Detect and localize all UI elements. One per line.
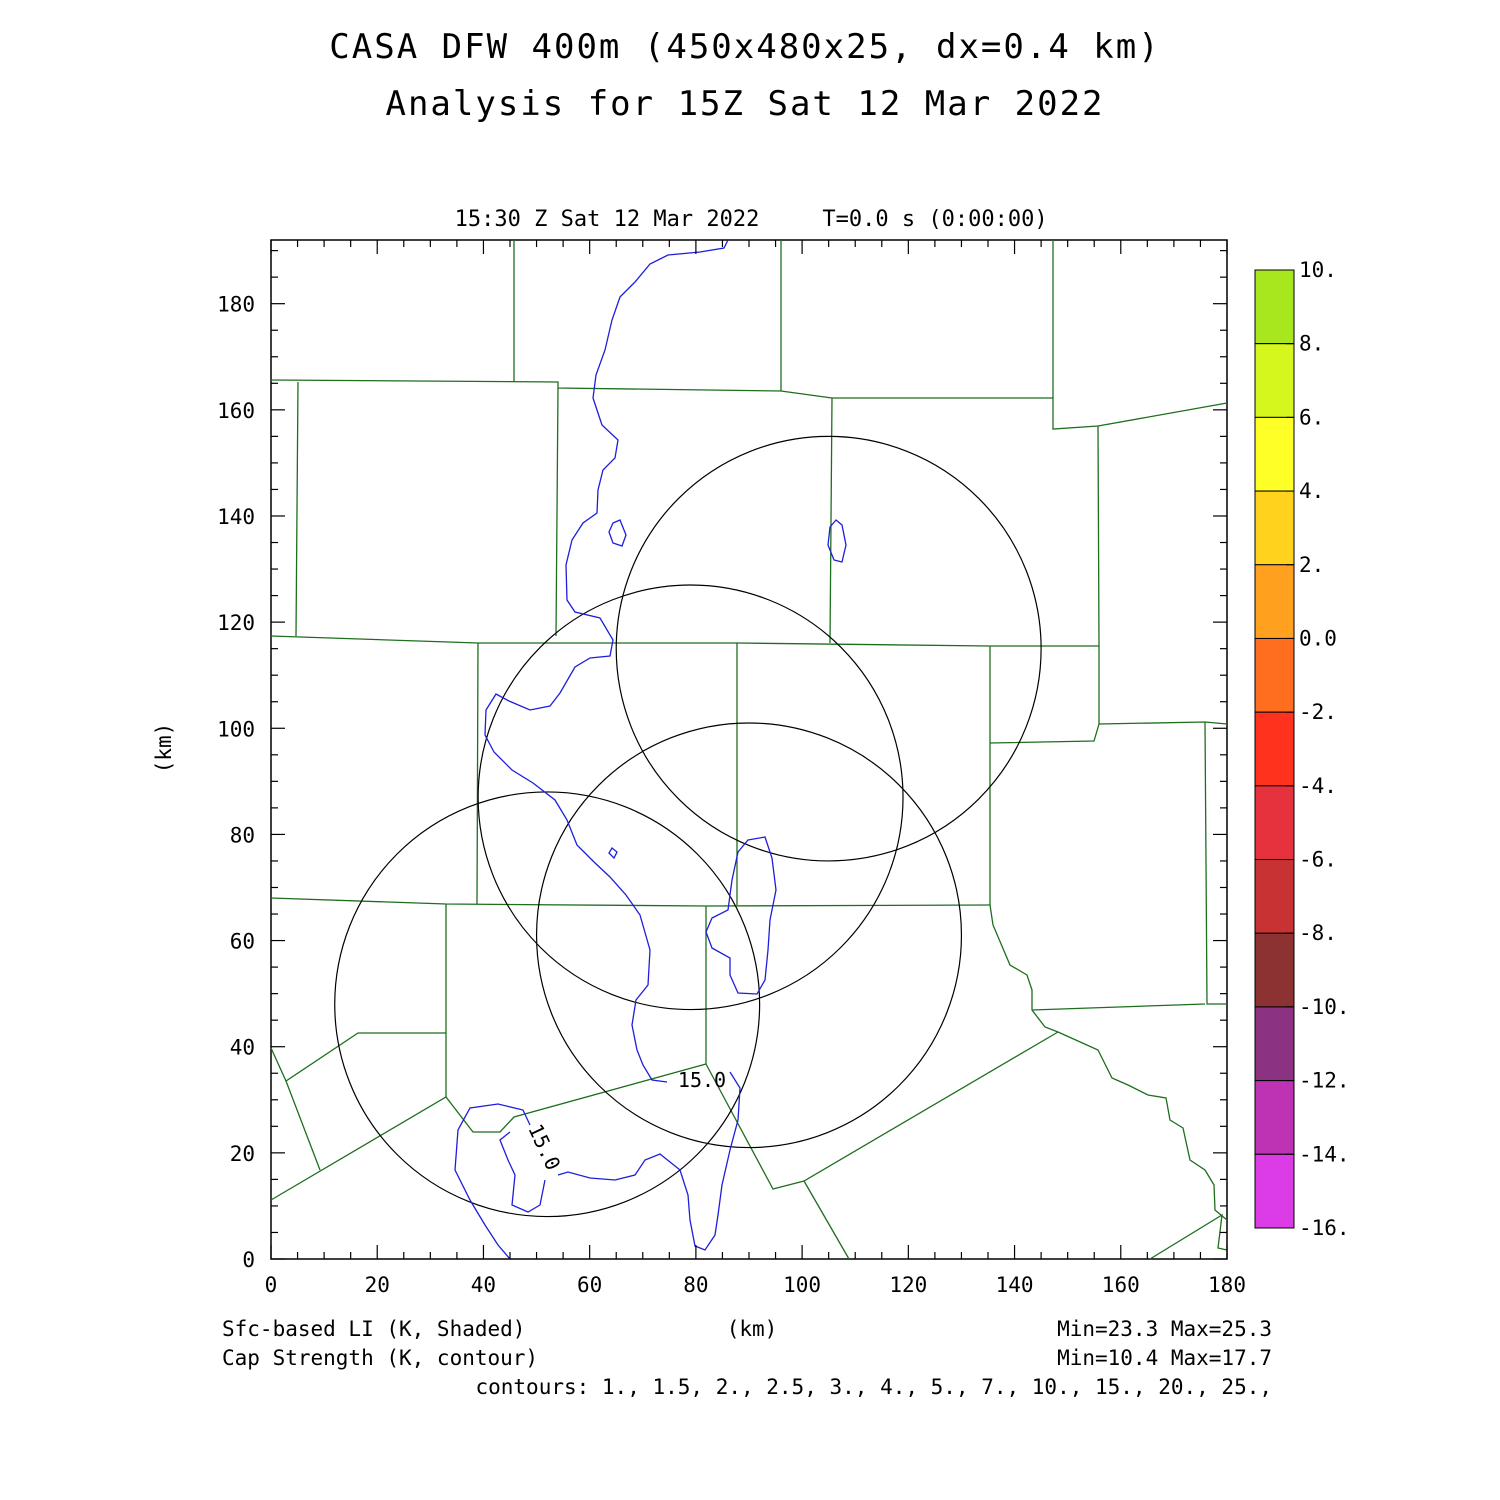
- axis-tick-labels: 0 20 40 60 80 100 120 140 160 180 0 20 40 60 80 100 120 1…: [217, 293, 1246, 1297]
- cap-strength-contours: [454, 239, 847, 1260]
- title-line-1: CASA DFW 400m (450x480x25, dx=0.4 km): [329, 27, 1160, 67]
- county-line: [270, 1032, 446, 1082]
- title-line-2: Analysis for 15Z Sat 12 Mar 2022: [385, 84, 1104, 124]
- colorbar-label: -16.: [1299, 1216, 1350, 1240]
- colorbar-swatch: [1254, 343, 1295, 418]
- y-tick-label: 0: [242, 1248, 255, 1272]
- colorbar-label: -4.: [1299, 774, 1337, 798]
- y-axis-label: (km): [152, 723, 176, 774]
- radar-ring: [477, 584, 904, 1011]
- contour-15: [499, 1131, 546, 1213]
- axis-ticks: [270, 240, 1228, 1260]
- colorbar-label: -12.: [1299, 1069, 1350, 1093]
- colorbar-swatch: [1254, 564, 1295, 639]
- y-tick-label: 40: [230, 1036, 255, 1060]
- colorbar-swatch: [1254, 490, 1295, 566]
- county-line: [1031, 1003, 1206, 1011]
- y-tick-label: 60: [230, 930, 255, 954]
- x-axis-label: (km): [727, 1317, 778, 1341]
- colorbar: 10. 8. 6. 4. 2. 0.0 -2. -4. -6. -8. -10. -12. -14. -1…: [1254, 258, 1350, 1240]
- contour-label: 15.0: [678, 1068, 726, 1092]
- x-tick-label: 180: [1208, 1273, 1246, 1297]
- contour-15-cell: [608, 847, 618, 860]
- colorbar-label: -14.: [1299, 1142, 1350, 1166]
- county-line: [270, 1063, 707, 1201]
- county-line: [1204, 721, 1227, 1005]
- y-tick-label: 140: [217, 505, 255, 529]
- plot-frame: [270, 239, 1228, 1260]
- colorbar-label: 8.: [1299, 332, 1324, 356]
- colorbar-swatch: [1254, 1080, 1295, 1155]
- contour-15-cell: [705, 836, 777, 995]
- county-line: [285, 1080, 321, 1171]
- colorbar-swatch: [1254, 1006, 1295, 1082]
- x-tick-label: 80: [683, 1273, 708, 1297]
- y-tick-label: 100: [217, 717, 255, 741]
- county-line: [829, 397, 833, 644]
- x-tick-label: 20: [365, 1273, 390, 1297]
- colorbar-swatch: [1254, 859, 1295, 934]
- y-tick-label: 180: [217, 293, 255, 317]
- colorbar-label: 4.: [1299, 479, 1324, 503]
- colorbar-label: 2.: [1299, 553, 1324, 577]
- colorbar-swatch: [1254, 785, 1295, 861]
- contour-15: [557, 1071, 741, 1251]
- colorbar-swatch: [1254, 637, 1295, 713]
- colorbar-swatch: [1254, 1153, 1295, 1229]
- county-line: [476, 642, 479, 905]
- colorbar-label: -6.: [1299, 848, 1337, 872]
- colorbar-swatch: [1254, 416, 1295, 492]
- colorbar-label: 6.: [1299, 405, 1324, 429]
- contour-15-cell: [827, 519, 847, 563]
- contour-15: [484, 239, 729, 1083]
- contour-15-cell: [608, 519, 627, 547]
- field2-stats: Min=10.4 Max=17.7: [1057, 1346, 1272, 1370]
- contour-levels: contours: 1., 1.5, 2., 2.5, 3., 4., 5., …: [475, 1375, 1272, 1399]
- y-tick-label: 120: [217, 611, 255, 635]
- county-line: [989, 904, 1228, 1221]
- colorbar-label: -10.: [1299, 995, 1350, 1019]
- field1-label: Sfc-based LI (K, Shaded): [222, 1317, 525, 1341]
- field2-label: Cap Strength (K, contour): [222, 1346, 538, 1370]
- x-tick-label: 60: [577, 1273, 602, 1297]
- x-tick-label: 120: [889, 1273, 927, 1297]
- contour-15: [454, 1103, 531, 1260]
- radar-rings: [334, 435, 1042, 1218]
- x-tick-label: 160: [1102, 1273, 1140, 1297]
- x-tick-label: 140: [996, 1273, 1034, 1297]
- colorbar-swatch: [1254, 711, 1295, 787]
- county-boundaries: [270, 240, 1228, 1260]
- radar-ring: [615, 435, 1042, 862]
- radar-ring: [535, 722, 963, 1149]
- y-tick-label: 20: [230, 1142, 255, 1166]
- colorbar-label: -2.: [1299, 700, 1337, 724]
- colorbar-label: -8.: [1299, 921, 1337, 945]
- county-line: [270, 897, 991, 907]
- y-tick-label: 80: [230, 823, 255, 847]
- county-line: [1149, 1213, 1228, 1260]
- x-tick-label: 0: [265, 1273, 278, 1297]
- radar-ring: [334, 791, 761, 1218]
- colorbar-swatch: [1254, 269, 1295, 345]
- county-line: [803, 1180, 850, 1260]
- valid-time: 15:30 Z Sat 12 Mar 2022: [455, 207, 760, 232]
- forecast-time: T=0.0 s (0:00:00): [822, 207, 1047, 232]
- x-tick-label: 40: [471, 1273, 496, 1297]
- colorbar-swatch: [1254, 932, 1295, 1008]
- colorbar-label: 0.0: [1299, 626, 1337, 650]
- county-line: [555, 387, 559, 637]
- y-tick-label: 160: [217, 399, 255, 423]
- county-line: [705, 1031, 1059, 1190]
- colorbar-label: 10.: [1299, 258, 1337, 282]
- field1-stats: Min=23.3 Max=25.3: [1057, 1317, 1272, 1341]
- county-line: [295, 381, 299, 637]
- x-tick-label: 100: [783, 1273, 821, 1297]
